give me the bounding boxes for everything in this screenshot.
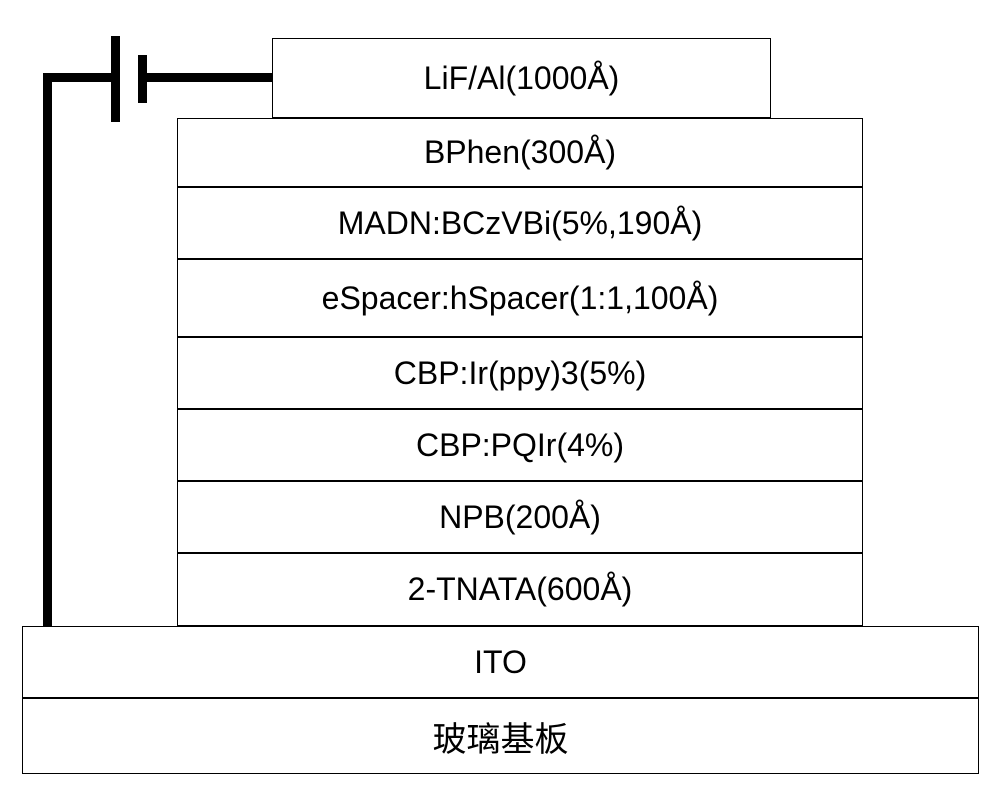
- battery-wire-top-right: [147, 73, 272, 82]
- layer-bphen: BPhen(300Å): [177, 118, 863, 187]
- layer-label: 2-TNATA(600Å): [408, 571, 633, 608]
- battery-wire-top-left: [43, 73, 111, 82]
- layer-label: BPhen(300Å): [424, 134, 616, 171]
- layer-tnata: 2-TNATA(600Å): [177, 553, 863, 626]
- layer-label: MADN:BCzVBi(5%,190Å): [338, 205, 703, 242]
- layer-label: CBP:Ir(ppy)3(5%): [394, 355, 647, 392]
- layer-label: LiF/Al(1000Å): [424, 60, 620, 97]
- layer-npb: NPB(200Å): [177, 481, 863, 553]
- layer-cbp-pqir: CBP:PQIr(4%): [177, 409, 863, 481]
- layer-madn: MADN:BCzVBi(5%,190Å): [177, 187, 863, 259]
- layer-label: eSpacer:hSpacer(1:1,100Å): [322, 280, 719, 317]
- layer-label: 玻璃基板: [433, 712, 569, 761]
- layer-substrate: 玻璃基板: [22, 698, 979, 774]
- layer-cbp-irppy: CBP:Ir(ppy)3(5%): [177, 337, 863, 409]
- layer-label: CBP:PQIr(4%): [416, 427, 624, 464]
- battery-long-plate: [111, 36, 120, 122]
- layer-cathode: LiF/Al(1000Å): [272, 38, 771, 118]
- layer-label: NPB(200Å): [439, 499, 601, 536]
- battery-short-plate: [138, 55, 147, 103]
- layer-ito: ITO: [22, 626, 979, 698]
- layer-label: ITO: [474, 644, 527, 681]
- diagram-canvas: { "diagram": { "type": "layer-stack", "b…: [0, 0, 1000, 807]
- battery-wire-left-vertical: [43, 77, 52, 626]
- layer-spacer: eSpacer:hSpacer(1:1,100Å): [177, 259, 863, 337]
